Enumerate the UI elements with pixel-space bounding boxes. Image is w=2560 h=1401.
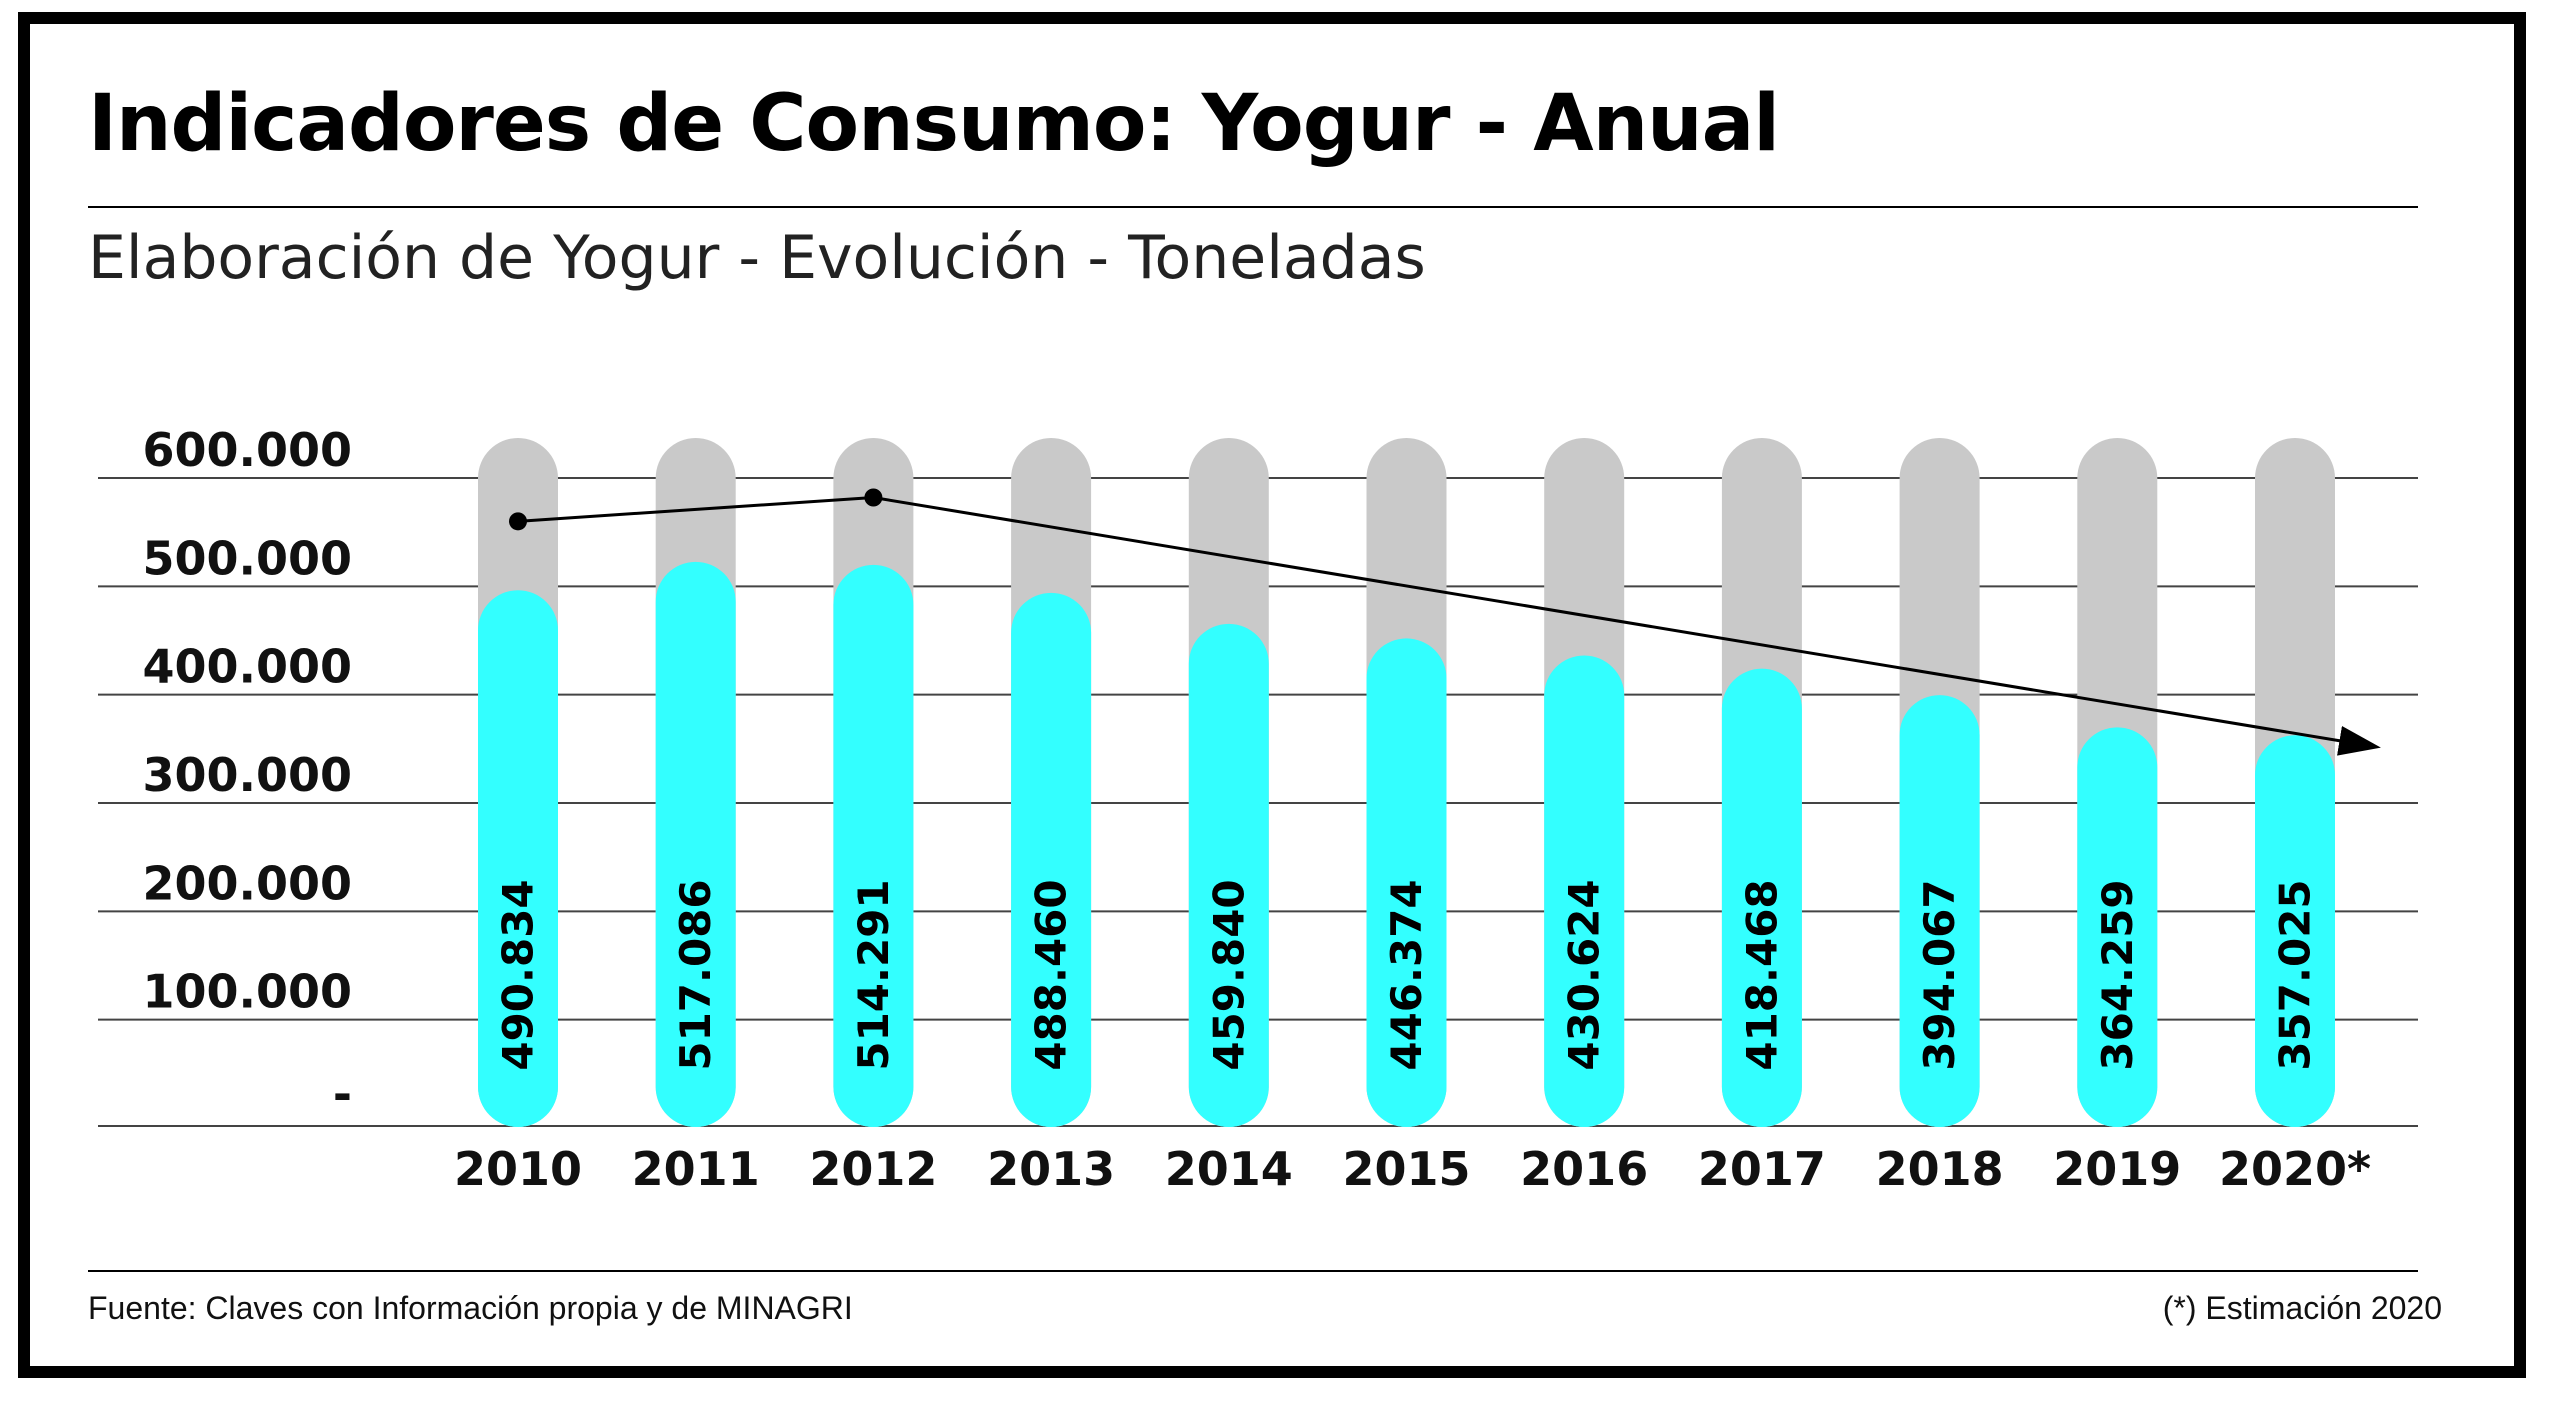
trend-point-2010 [509, 512, 527, 531]
bar-2013 [1011, 592, 1092, 1127]
data-label-2014: 459.840 [1204, 879, 1253, 1070]
footer-divider [88, 1270, 2418, 1272]
y-tick-label-3: 300.000 [142, 748, 352, 802]
y-tick-label-4: 400.000 [142, 640, 352, 694]
x-tick-label-2018: 2018 [1876, 1142, 2004, 1196]
y-tick-label-0: - [333, 1067, 352, 1121]
data-label-2020*: 357.025 [2271, 879, 2320, 1070]
x-tick-label-2016: 2016 [1520, 1142, 1648, 1196]
x-tick-label-2013: 2013 [987, 1142, 1115, 1196]
source-note: Fuente: Claves con Información propia y … [88, 1290, 853, 1326]
bar-2020* [2255, 735, 2335, 1127]
bar-2010 [478, 590, 558, 1127]
y-tick-label-6: 600.000 [142, 423, 352, 477]
y-tick-label-5: 500.000 [142, 531, 352, 585]
data-label-2016: 430.624 [1560, 879, 1609, 1070]
x-tick-label-2015: 2015 [1342, 1142, 1470, 1196]
x-tick-label-2020*: 2020* [2219, 1142, 2371, 1196]
data-label-2012: 514.291 [849, 879, 898, 1070]
estimate-note: (*) Estimación 2020 [2162, 1290, 2442, 1326]
data-label-2018: 394.067 [1915, 879, 1964, 1070]
chart-title: Indicadores de Consumo: Yogur - Anual [88, 79, 1780, 169]
data-label-2017: 418.468 [1737, 879, 1786, 1070]
x-tick-label-2019: 2019 [2053, 1142, 2181, 1196]
y-tick-label-1: 100.000 [142, 965, 352, 1019]
data-label-2019: 364.259 [2093, 879, 2142, 1070]
bar-2011 [655, 561, 736, 1127]
bar-2012 [833, 564, 914, 1127]
y-tick-label-2: 200.000 [142, 856, 352, 910]
trend-line-segment [517, 496, 874, 523]
x-tick-label-2010: 2010 [454, 1142, 582, 1196]
x-tick-label-2014: 2014 [1165, 1142, 1293, 1196]
x-tick-label-2017: 2017 [1698, 1142, 1826, 1196]
bar-2016 [1544, 655, 1625, 1127]
title-divider [88, 206, 2418, 208]
x-tick-label-2012: 2012 [809, 1142, 937, 1196]
bar-2015 [1366, 638, 1447, 1127]
bar-2017 [1721, 668, 1802, 1127]
x-tick-label-2011: 2011 [632, 1142, 760, 1196]
data-label-2010: 490.834 [494, 879, 543, 1070]
bar-2019 [2077, 727, 2158, 1127]
data-label-2013: 488.460 [1027, 879, 1076, 1070]
data-label-2011: 517.086 [671, 879, 720, 1070]
data-label-2015: 446.374 [1382, 879, 1431, 1070]
trend-arrow [873, 496, 2381, 756]
bar-2014 [1188, 623, 1269, 1127]
bar-2018 [1899, 695, 1980, 1127]
trend-point-2012 [864, 488, 883, 507]
chart-subtitle: Elaboración de Yogur - Evolución - Tonel… [88, 223, 1426, 293]
